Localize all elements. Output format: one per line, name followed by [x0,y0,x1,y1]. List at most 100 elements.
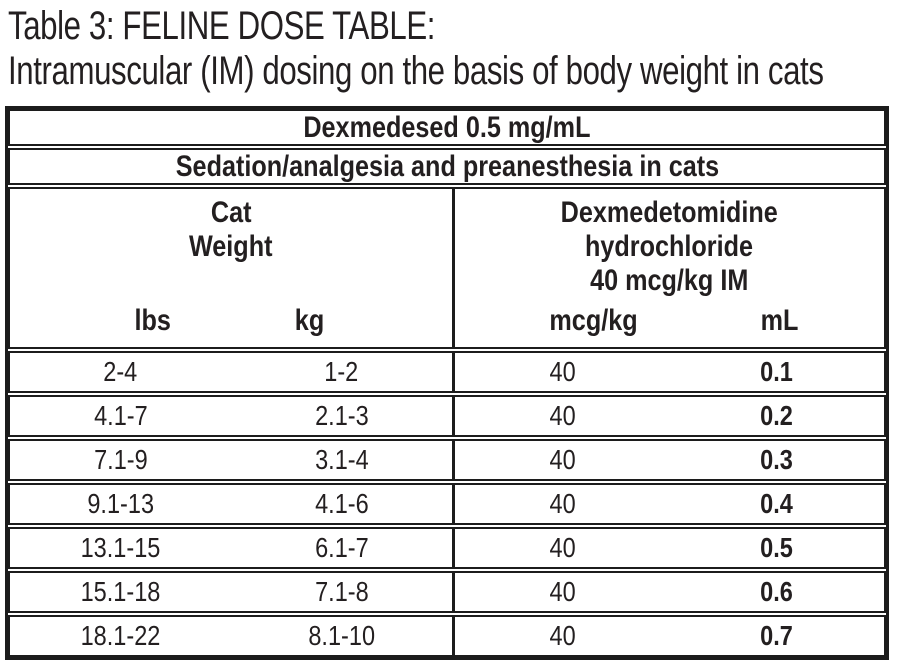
dose-row-3: 7.1-9 3.1-4 40 0.3 [8,439,886,481]
kg-value-text: 8.1-10 [308,620,375,651]
dose-row-6: 15.1-18 7.1-8 40 0.6 [8,571,886,613]
dose-group-line2-text: hydrochloride [585,230,754,263]
weight-group-line2-text: Weight [189,230,273,263]
ml-value: 0.6 [670,573,885,611]
lbs-value: 15.1-18 [10,573,231,611]
lbs-value-text: 15.1-18 [80,576,161,607]
ml-value: 0.5 [670,529,885,567]
ml-value-text: 0.2 [760,400,794,431]
col-header-mcgkg: mcg/kg [501,304,687,338]
mcgkg-value: 40 [455,441,670,479]
dose-row-2-dose: 40 0.2 [455,397,884,435]
col-header-kg-text: kg [294,304,325,337]
mcgkg-value: 40 [455,529,670,567]
mcgkg-value: 40 [455,573,670,611]
kg-value: 6.1-7 [231,529,452,567]
dose-group-line3-text: 40 mcg/kg IM [590,264,749,297]
dose-row-6-dose: 40 0.6 [455,573,884,611]
lbs-value-text: 9.1-13 [87,488,154,519]
dose-row-2-weight: 4.1-7 2.1-3 [10,397,455,435]
weight-group-line1-text: Cat [210,196,252,229]
weight-group-title: Cat Weight [10,196,452,264]
mcgkg-value: 40 [455,353,670,391]
kg-value-text: 7.1-8 [314,576,369,607]
mcgkg-value-text: 40 [549,532,576,563]
kg-value-text: 3.1-4 [314,444,369,475]
mcgkg-value-text: 40 [549,620,576,651]
ml-value-text: 0.6 [760,576,794,607]
dose-row-6-weight: 15.1-18 7.1-8 [10,573,455,611]
col-header-ml-text: mL [760,304,799,337]
table-title-line1: Table 3: FELINE DOSE TABLE: [8,4,892,49]
dose-row-5: 13.1-15 6.1-7 40 0.5 [8,527,886,569]
table-title-line1-text: Table 3: FELINE DOSE TABLE: [8,4,436,48]
ml-value: 0.2 [670,397,885,435]
ml-value: 0.1 [670,353,885,391]
kg-value: 8.1-10 [231,617,452,655]
ml-value: 0.3 [670,441,885,479]
kg-value-text: 4.1-6 [314,488,369,519]
col-header-kg: kg [231,304,388,338]
ml-value-text: 0.3 [760,444,794,475]
lbs-value: 13.1-15 [10,529,231,567]
dose-row-1: 2-4 1-2 40 0.1 [8,351,886,393]
mcgkg-value-text: 40 [549,444,576,475]
weight-column-header: Cat Weight lbs kg [10,189,455,347]
dose-row-1-dose: 40 0.1 [455,353,884,391]
weight-group-line1: Cat [10,196,452,230]
kg-value-text: 6.1-7 [314,532,369,563]
weight-group-line2: Weight [10,230,452,264]
col-header-lbs-text: lbs [134,304,171,337]
dose-group-line1-text: Dexmedetomidine [560,196,779,229]
mcgkg-value-text: 40 [549,400,576,431]
lbs-value: 9.1-13 [10,485,231,523]
mcgkg-value: 40 [455,397,670,435]
dose-group-line2: hydrochloride [455,230,884,264]
kg-value-text: 1-2 [324,356,359,387]
lbs-value: 4.1-7 [10,397,231,435]
table-title-line2: Intramuscular (IM) dosing on the basis o… [8,49,892,94]
lbs-value-text: 18.1-22 [80,620,161,651]
col-header-mcgkg-text: mcg/kg [549,304,638,337]
mcgkg-value: 40 [455,617,670,655]
dose-row-3-dose: 40 0.3 [455,441,884,479]
dose-row-3-weight: 7.1-9 3.1-4 [10,441,455,479]
dose-row-7-dose: 40 0.7 [455,617,884,655]
ml-value-text: 0.5 [760,532,794,563]
lbs-value: 2-4 [10,353,231,391]
mcgkg-value: 40 [455,485,670,523]
dose-group-line1: Dexmedetomidine [455,196,884,230]
dose-row-4: 9.1-13 4.1-6 40 0.4 [8,483,886,525]
lbs-value-text: 4.1-7 [93,400,148,431]
kg-value: 1-2 [231,353,452,391]
lbs-value: 18.1-22 [10,617,231,655]
dose-sub-labels: mcg/kg mL [455,304,884,338]
kg-value: 3.1-4 [231,441,452,479]
dose-row-2: 4.1-7 2.1-3 40 0.2 [8,395,886,437]
product-header-row: Dexmedesed 0.5 mg/mL [8,109,886,146]
dose-row-5-weight: 13.1-15 6.1-7 [10,529,455,567]
kg-value: 7.1-8 [231,573,452,611]
dose-row-4-dose: 40 0.4 [455,485,884,523]
mcgkg-value-text: 40 [549,488,576,519]
ml-value-text: 0.4 [760,488,794,519]
mcgkg-value-text: 40 [549,356,576,387]
kg-value-text: 2.1-3 [314,400,369,431]
ml-value-text: 0.7 [760,620,794,651]
dose-row-1-weight: 2-4 1-2 [10,353,455,391]
kg-value: 4.1-6 [231,485,452,523]
kg-value: 2.1-3 [231,397,452,435]
lbs-value-text: 13.1-15 [80,532,161,563]
dose-row-7-weight: 18.1-22 8.1-10 [10,617,455,655]
col-header-ml: mL [687,304,873,338]
lbs-value: 7.1-9 [10,441,231,479]
col-header-lbs: lbs [74,304,231,338]
dose-group-title: Dexmedetomidine hydrochloride 40 mcg/kg … [455,196,884,298]
weight-sub-labels: lbs kg [10,304,452,338]
lbs-value-text: 7.1-9 [93,444,148,475]
feline-dose-table: Dexmedesed 0.5 mg/mL Sedation/analgesia … [5,106,889,660]
dose-row-7: 18.1-22 8.1-10 40 0.7 [8,615,886,657]
indication-text: Sedation/analgesia and preanesthesia in … [175,149,719,183]
product-name: Dexmedesed 0.5 mg/mL [303,110,591,144]
